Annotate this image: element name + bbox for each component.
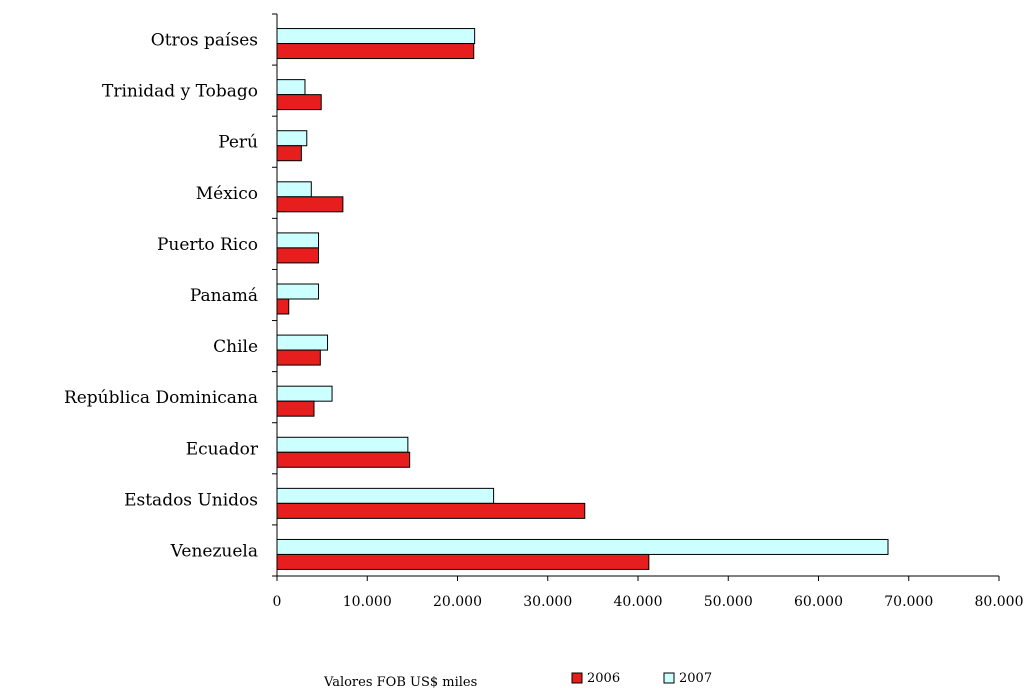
x-tick-label: 10.000: [343, 594, 392, 610]
x-tick-label: 60.000: [794, 594, 843, 610]
legend-swatch-2007: [663, 672, 675, 684]
bar-2006: [276, 94, 322, 111]
x-tick-labels: 0 10.000 20.000 30.000 40.000 50.000 60.000 70.…: [273, 594, 1024, 610]
x-tick-label: 50.000: [704, 594, 753, 610]
bar-2007: [276, 487, 495, 504]
x-tick-label: 20.000: [433, 594, 482, 610]
x-tick-label: 0: [273, 594, 282, 610]
category-label: Panamá: [190, 286, 258, 306]
category-label: Chile: [213, 337, 258, 357]
bar-2006: [276, 349, 321, 366]
bar-2007: [276, 283, 320, 300]
bar-2006: [276, 451, 411, 468]
category-label: Otros países: [151, 31, 258, 51]
bar-2007: [276, 232, 320, 249]
bar-2007: [276, 436, 409, 453]
bar-2007: [276, 181, 312, 198]
category-label: Ecuador: [186, 439, 259, 459]
bar-2006: [276, 298, 290, 315]
legend: Valores FOB US$ miles 2006 2007: [323, 671, 712, 688]
bar-2007: [276, 130, 308, 147]
axes: [272, 13, 1000, 581]
x-tick-label: 80.000: [975, 594, 1024, 610]
bar-2007: [276, 538, 889, 555]
bar-2006: [276, 400, 315, 417]
bar-2006: [276, 247, 320, 264]
x-tick-label: 30.000: [523, 594, 572, 610]
bar-2007: [276, 334, 329, 351]
legend-label-2006: 2006: [587, 671, 620, 686]
bar-2007: [276, 385, 333, 402]
x-tick-label: 70.000: [884, 594, 933, 610]
category-label: Venezuela: [170, 541, 258, 561]
bar-2006: [276, 145, 302, 162]
bar-2006: [276, 196, 344, 213]
x-axis-label: Valores FOB US$ miles: [323, 675, 477, 688]
category-label: México: [196, 184, 258, 204]
category-label: Estados Unidos: [124, 490, 258, 510]
category-label: República Dominicana: [64, 388, 258, 408]
bar-2007: [276, 28, 476, 45]
legend-label-2007: 2007: [679, 671, 712, 686]
bar-2007: [276, 79, 306, 96]
category-labels: Otros países Trinidad y Tobago Perú México P…: [64, 31, 259, 562]
legend-swatch-2006: [571, 672, 583, 684]
category-label: Perú: [218, 133, 258, 153]
bar-2006: [276, 43, 475, 60]
category-label: Trinidad y Tobago: [102, 82, 258, 102]
bar-2006: [276, 553, 650, 570]
x-tick-label: 40.000: [614, 594, 663, 610]
bars: [276, 28, 889, 570]
bar-2006: [276, 502, 586, 519]
category-label: Puerto Rico: [157, 235, 258, 255]
